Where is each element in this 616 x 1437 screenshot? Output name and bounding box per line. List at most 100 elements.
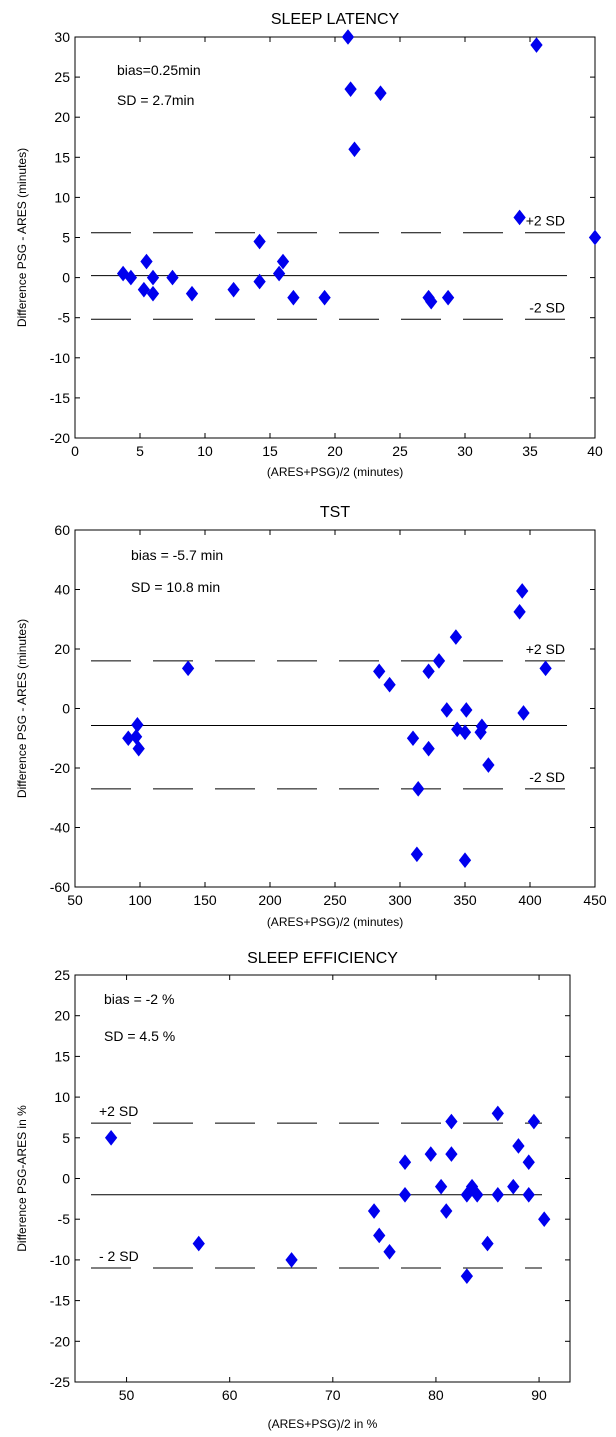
chart-3-data-point <box>440 1203 453 1219</box>
chart-2-xtick-label: 200 <box>258 892 282 908</box>
chart-3-data-point <box>481 1235 494 1252</box>
chart-1-ytick-label: 10 <box>54 189 70 205</box>
chart-3-ytick-label: -25 <box>50 1374 70 1390</box>
chart-1-xtick-label: 35 <box>522 443 538 459</box>
chart-2-xtick-label: 250 <box>323 892 347 908</box>
chart-1-ytick-label: 0 <box>62 270 70 286</box>
chart-2-annotation: SD = 10.8 min <box>131 579 220 595</box>
chart-1: SLEEP LATENCY 0 5 10 15 20 25 30 35 40 -20 -15 -10 -5… <box>15 11 603 479</box>
chart-2-xtick-label: 450 <box>583 892 607 908</box>
chart-3-data-point <box>491 1105 504 1122</box>
chart-2-data-point <box>422 663 435 680</box>
chart-2-xtick-label: 100 <box>128 892 152 908</box>
chart-1-data-point <box>276 253 290 270</box>
chart-1-data-point <box>272 265 286 282</box>
chart-3-data-point <box>383 1243 396 1260</box>
chart-3-data-point <box>538 1211 551 1228</box>
chart-3-xtick-label: 90 <box>531 1387 547 1403</box>
chart-1-data-point <box>318 289 331 306</box>
chart-1-annotation: bias=0.25min <box>117 62 201 78</box>
chart-2-xtick-label: 350 <box>453 892 477 908</box>
chart-3-data-point <box>424 1146 437 1162</box>
chart-2-ref-label: +2 SD <box>526 641 565 657</box>
chart-3-ytick-label: 20 <box>54 1008 70 1024</box>
chart-3-ref-label: +2 SD <box>99 1103 138 1119</box>
chart-1-data-point <box>287 289 300 306</box>
chart-3-data-point <box>373 1227 386 1244</box>
chart-1-data-point <box>146 269 160 286</box>
chart-3-xtick-label: 80 <box>428 1387 444 1403</box>
chart-1-annotation: SD = 2.7min <box>117 92 194 108</box>
chart-2-data-point <box>516 583 529 599</box>
chart-2-data-point <box>410 846 424 863</box>
chart-3-ytick-label: 0 <box>62 1171 70 1187</box>
chart-2-annotation: bias = -5.7 min <box>131 547 223 563</box>
chart-3-data-point <box>285 1252 298 1268</box>
chart-1-xtick-label: 25 <box>392 443 408 459</box>
chart-2-data-point <box>422 740 435 757</box>
chart-3-data-point <box>367 1203 381 1219</box>
chart-1-x-axis-label: (ARES+PSG)/2 (minutes) <box>267 465 403 479</box>
chart-1-ytick-label: 30 <box>54 29 70 45</box>
chart-2-data-point <box>513 604 526 620</box>
chart-3-ref-label: - 2 SD <box>99 1248 139 1264</box>
chart-1-data-point <box>341 29 355 45</box>
chart-1-data-point <box>530 37 543 53</box>
chart-2-data-point <box>440 702 453 718</box>
chart-2-data-point <box>129 728 143 745</box>
chart-3-data-point <box>445 1146 458 1162</box>
chart-3-data-point <box>398 1186 412 1203</box>
chart-2-title: TST <box>320 504 350 521</box>
chart-1-data-point <box>374 85 387 101</box>
chart-2-xtick-label: 400 <box>518 892 542 908</box>
chart-3-data-point <box>434 1178 448 1195</box>
chart-2-data-point <box>412 781 425 797</box>
chart-2-y-axis-label: Difference PSG - ARES (minutes) <box>15 619 29 798</box>
chart-3-data-point <box>192 1235 205 1252</box>
chart-2-ytick-label: 0 <box>62 701 70 717</box>
chart-1-y-axis-label: Difference PSG - ARES (minutes) <box>15 148 29 327</box>
chart-1-data-point <box>227 281 240 298</box>
chart-1-ytick-label: -10 <box>50 350 70 366</box>
chart-2-data-point <box>482 757 495 773</box>
chart-2-data-point <box>373 663 386 680</box>
chart-2-data-point <box>406 730 420 747</box>
chart-3-data-point <box>527 1113 541 1130</box>
chart-2-data-point <box>539 660 552 677</box>
chart-3-data-point <box>445 1113 458 1130</box>
chart-3-ytick-label: -15 <box>50 1293 70 1309</box>
chart-3-y-axis-label: Difference PSG-ARES in % <box>15 1105 29 1252</box>
chart-1-data-point <box>124 269 138 286</box>
chart-3-annotation: SD = 4.5 % <box>104 1028 175 1044</box>
chart-1-data-point <box>166 269 179 286</box>
chart-1-title: SLEEP LATENCY <box>271 11 400 28</box>
chart-3-ytick-label: -5 <box>58 1211 71 1227</box>
chart-1-ytick-label: -20 <box>50 430 70 446</box>
chart-1-xtick-label: 5 <box>136 443 144 459</box>
chart-3-ytick-label: -20 <box>50 1333 70 1349</box>
chart-2-ref-label: -2 SD <box>529 769 565 785</box>
chart-3-data-point <box>398 1154 412 1171</box>
chart-3-data-point <box>512 1138 525 1154</box>
chart-1-data-point <box>253 233 266 250</box>
chart-3-data-point <box>471 1186 484 1203</box>
chart-3-ytick-label: 25 <box>54 967 70 983</box>
chart-1-ytick-label: -5 <box>58 310 71 326</box>
chart-3-annotation: bias = -2 % <box>104 991 174 1007</box>
chart-2-ytick-label: -20 <box>50 760 70 776</box>
chart-1-ytick-label: -15 <box>50 390 70 406</box>
chart-1-data-point <box>116 265 130 282</box>
chart-1-data-point <box>513 209 526 226</box>
chart-1-xtick-label: 30 <box>457 443 473 459</box>
chart-1-ytick-label: 20 <box>54 109 70 125</box>
chart-3-title: SLEEP EFFICIENCY <box>247 950 398 967</box>
chart-2: TST 50 100 150 200 250 300 350 400 450 -60 -40 -20 0 2… <box>15 504 607 929</box>
chart-3-data-point <box>104 1129 118 1146</box>
chart-1-ytick-label: 15 <box>54 149 70 165</box>
chart-2-ytick-label: 40 <box>54 582 70 598</box>
chart-2-xtick-label: 300 <box>388 892 412 908</box>
chart-1-ytick-label: 5 <box>62 230 70 246</box>
chart-2-data-point <box>432 653 446 669</box>
